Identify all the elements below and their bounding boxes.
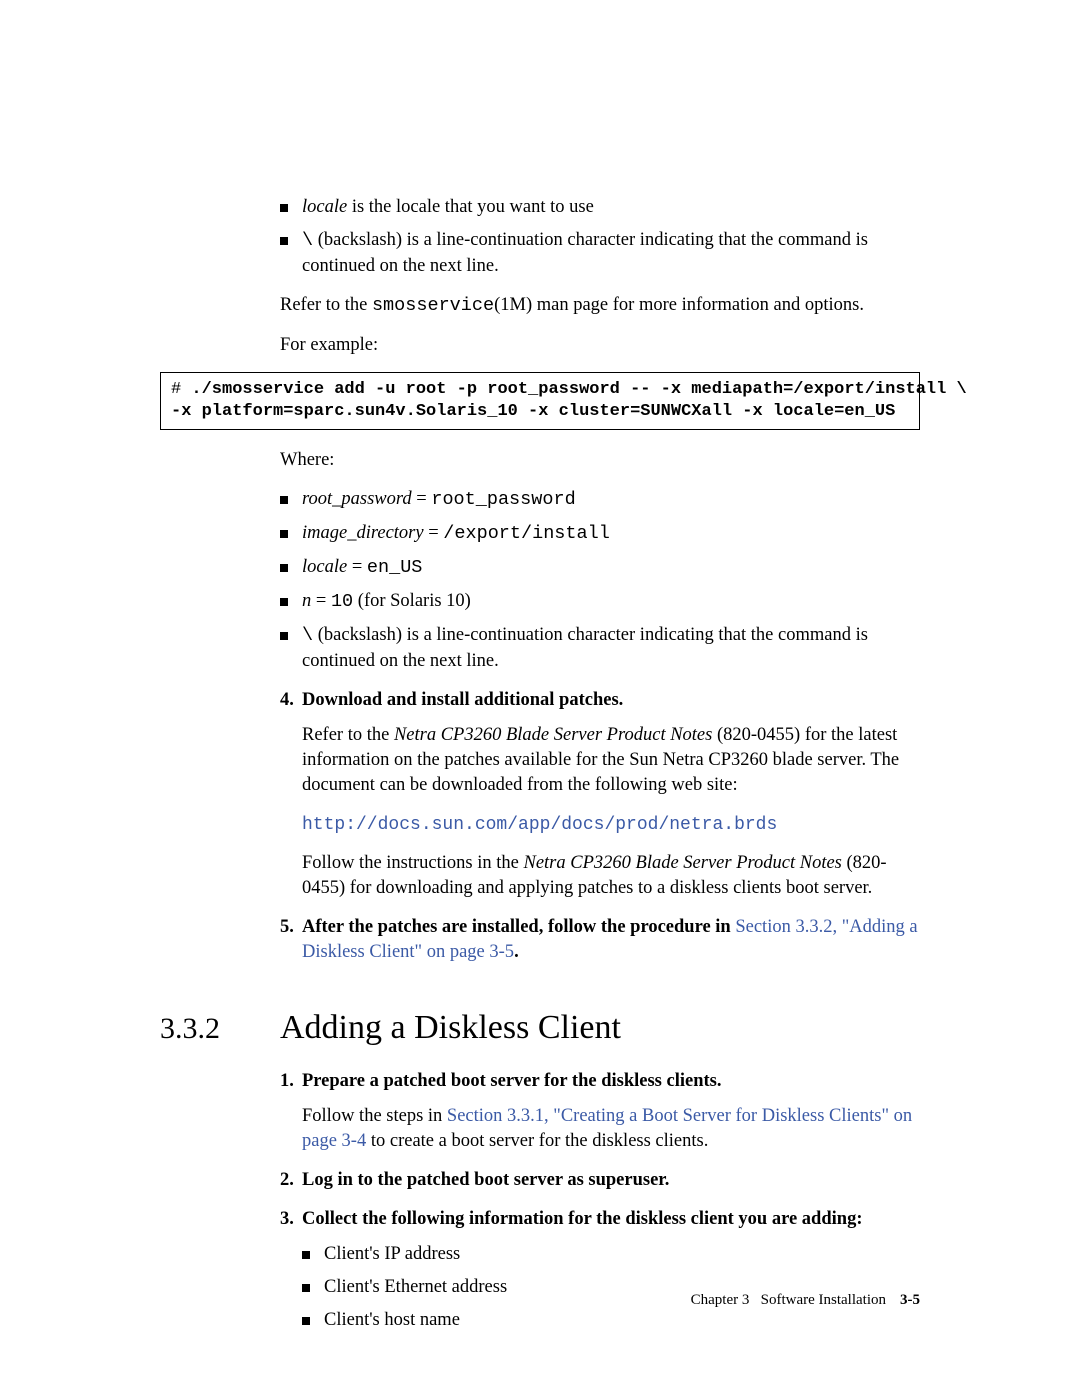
it: image_directory xyxy=(302,523,424,543)
eq: = xyxy=(424,523,444,543)
step-4: 4. Download and install additional patch… xyxy=(280,688,920,901)
footer-chapter: Chapter 3 xyxy=(691,1292,750,1308)
mono: en_US xyxy=(367,557,423,578)
text: Follow the steps in xyxy=(302,1106,447,1126)
step1-paragraph: Follow the steps in Section 3.3.1, "Crea… xyxy=(302,1104,920,1154)
bullet-text: Client's IP address xyxy=(324,1244,460,1264)
list-item: locale = en_US xyxy=(280,555,920,581)
eq: = xyxy=(311,591,331,611)
section-title: Adding a Diskless Client xyxy=(280,1009,621,1047)
step-title: Log in to the patched boot server as sup… xyxy=(302,1170,669,1190)
text: Refer to the xyxy=(280,295,372,315)
step-title: Prepare a patched boot server for the di… xyxy=(302,1071,721,1091)
step-1: 1. Prepare a patched boot server for the… xyxy=(280,1069,920,1154)
top-bullets: locale is the locale that you want to us… xyxy=(280,195,920,279)
code-line: ./smosservice add -u root -p root_passwo… xyxy=(191,380,966,399)
bullet-text: Client's Ethernet address xyxy=(324,1277,507,1297)
step-number: 5. xyxy=(280,915,294,940)
text: Follow the instructions in the xyxy=(302,853,523,873)
section-number: 3.3.2 xyxy=(160,1012,280,1046)
text: to create a boot server for the diskless… xyxy=(366,1131,708,1151)
it: locale xyxy=(302,557,347,577)
step4-paragraph-1: Refer to the Netra CP3260 Blade Server P… xyxy=(302,723,920,798)
step-title: Collect the following information for th… xyxy=(302,1209,862,1229)
step-number: 4. xyxy=(280,688,294,713)
list-item: \ (backslash) is a line-continuation cha… xyxy=(280,623,920,674)
step3-bullets: Client's IP address Client's Ethernet ad… xyxy=(302,1242,920,1333)
bullet-text: is the locale that you want to use xyxy=(347,197,594,217)
step-title: Download and install additional patches. xyxy=(302,690,623,710)
eq: = xyxy=(347,557,367,577)
text: . xyxy=(514,942,519,962)
step-number: 3. xyxy=(280,1207,294,1232)
mono: 10 xyxy=(331,591,353,612)
where-bullets: root_password = root_password image_dire… xyxy=(280,487,920,674)
bullet-mono: \ xyxy=(302,230,313,251)
list-item: locale is the locale that you want to us… xyxy=(280,195,920,220)
list-item: Client's IP address xyxy=(302,1242,920,1267)
code-example-box: # ./smosservice add -u root -p root_pass… xyxy=(160,372,920,430)
step-5: 5. After the patches are installed, foll… xyxy=(280,915,920,965)
list-item: root_password = root_password xyxy=(280,487,920,513)
numbered-steps-top: 4. Download and install additional patch… xyxy=(280,688,920,965)
step-3: 3. Collect the following information for… xyxy=(280,1207,920,1333)
refer-paragraph: Refer to the smosservice(1M) man page fo… xyxy=(280,293,920,319)
doc-title-italic: Netra CP3260 Blade Server Product Notes xyxy=(523,853,841,873)
list-item: \ (backslash) is a line-continuation cha… xyxy=(280,228,920,279)
bullet-text: Client's host name xyxy=(324,1310,460,1330)
doc-title-italic: Netra CP3260 Blade Server Product Notes xyxy=(394,725,712,745)
mono: /export/install xyxy=(443,523,610,544)
step-number: 2. xyxy=(280,1168,294,1193)
bullet-text: (backslash) is a line-continuation chara… xyxy=(302,230,868,276)
it: n xyxy=(302,591,311,611)
section-heading: 3.3.2 Adding a Diskless Client xyxy=(160,1009,920,1047)
step-title-part: After the patches are installed, follow … xyxy=(302,917,735,937)
it: root_password xyxy=(302,489,412,509)
bullet-italic: locale xyxy=(302,197,347,217)
mono: root_password xyxy=(431,489,575,510)
code-inline: smosservice xyxy=(372,295,494,316)
step-2: 2. Log in to the patched boot server as … xyxy=(280,1168,920,1193)
list-item: Client's host name xyxy=(302,1308,920,1333)
text: (1M) man page for more information and o… xyxy=(494,295,864,315)
step-number: 1. xyxy=(280,1069,294,1094)
docs-url-link[interactable]: http://docs.sun.com/app/docs/prod/netra.… xyxy=(302,815,777,835)
list-item: image_directory = /export/install xyxy=(280,521,920,547)
plain: (backslash) is a line-continuation chara… xyxy=(302,625,868,671)
eq: = xyxy=(412,489,432,509)
page-footer: Chapter 3 Software Installation 3-5 xyxy=(691,1292,920,1309)
step4-paragraph-2: Follow the instructions in the Netra CP3… xyxy=(302,851,920,901)
mono: \ xyxy=(302,625,313,646)
where-label: Where: xyxy=(280,448,920,473)
footer-page-number: 3-5 xyxy=(900,1292,920,1308)
footer-title: Software Installation xyxy=(761,1292,886,1308)
text: Refer to the xyxy=(302,725,394,745)
step4-url-line: http://docs.sun.com/app/docs/prod/netra.… xyxy=(302,812,920,837)
tail: (for Solaris 10) xyxy=(353,591,471,611)
code-prompt: # xyxy=(171,380,191,399)
for-example-label: For example: xyxy=(280,333,920,358)
list-item: n = 10 (for Solaris 10) xyxy=(280,589,920,615)
code-line: -x platform=sparc.sun4v.Solaris_10 -x cl… xyxy=(171,402,895,421)
